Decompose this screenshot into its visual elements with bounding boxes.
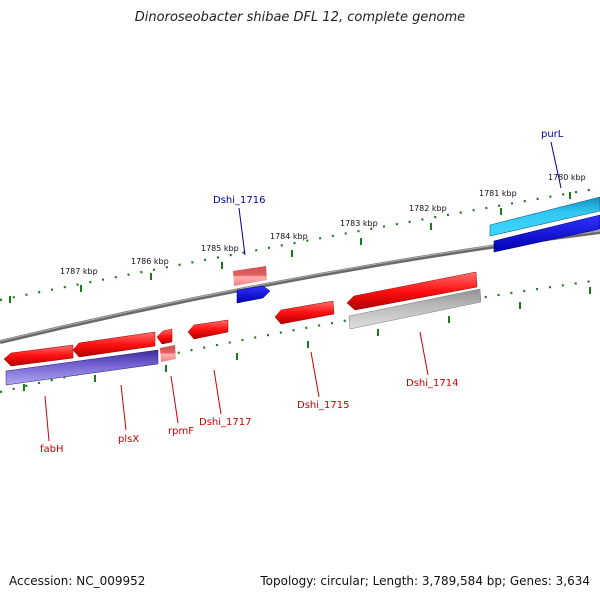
gene-label-dshi-1717[interactable]: Dshi_1717 [199, 417, 251, 428]
leader-purL [550, 141, 562, 189]
scale-label-1785: 1785 kbp [201, 244, 239, 253]
leader-dshi-1714 [419, 331, 429, 376]
gene-label-plsX[interactable]: plsX [118, 434, 139, 445]
scale-label-1780: 1780 kbp [548, 173, 586, 182]
gene-dshi-1714-gray[interactable] [348, 288, 482, 330]
map-title: Dinoroseobacter shibae DFL 12, complete … [134, 10, 466, 25]
gene-dshi-1716-pink[interactable] [233, 266, 267, 286]
scale-label-1784: 1784 kbp [270, 232, 308, 241]
gene-label-dshi-1715[interactable]: Dshi_1715 [297, 400, 349, 411]
leader-dshi-1716 [238, 207, 246, 256]
leader-fabH [44, 395, 50, 442]
gene-plsX-red[interactable] [72, 331, 156, 358]
leader-dshi-1715 [310, 351, 320, 398]
leader-rpmF [170, 375, 179, 424]
inner-major-ticks [23, 287, 591, 391]
leader-dshi-1717 [213, 369, 222, 415]
inner-scale-track [0, 278, 600, 394]
gene-label-dshi-1714[interactable]: Dshi_1714 [406, 378, 458, 389]
gene-label-fabH[interactable]: fabH [40, 444, 64, 455]
gene-rpmF-pink[interactable] [160, 345, 176, 362]
gene-purL-cyan[interactable] [489, 196, 600, 237]
gene-label-dshi-1716[interactable]: Dshi_1716 [213, 195, 265, 206]
topology-text: Topology: circular; Length: 3,789,584 bp… [260, 574, 590, 588]
accession-text: Accession: NC_009952 [9, 574, 146, 588]
gene-dshi-1714-red[interactable] [346, 271, 478, 311]
scale-label-1781: 1781 kbp [479, 189, 517, 198]
gene-label-purL[interactable]: purL [541, 129, 564, 140]
leader-plsX [120, 384, 127, 431]
gene-rpmF-red[interactable] [156, 328, 173, 345]
outer-major-ticks [9, 192, 571, 303]
gene-purL-blue[interactable] [493, 214, 600, 253]
scale-label-1782: 1782 kbp [409, 204, 447, 213]
scale-label-1787: 1787 kbp [60, 267, 98, 276]
gene-dshi-1716-blue[interactable] [236, 285, 271, 304]
gene-dshi-1715-red[interactable] [274, 300, 335, 325]
gene-label-rpmF[interactable]: rpmF [168, 426, 194, 437]
scale-label-1786: 1786 kbp [131, 257, 169, 266]
gene-dshi-1717-red[interactable] [187, 319, 229, 340]
gene-fabH-red[interactable] [3, 344, 74, 367]
gene-plsX-fabH-purple[interactable] [5, 349, 159, 386]
scale-label-1783: 1783 kbp [340, 219, 378, 228]
